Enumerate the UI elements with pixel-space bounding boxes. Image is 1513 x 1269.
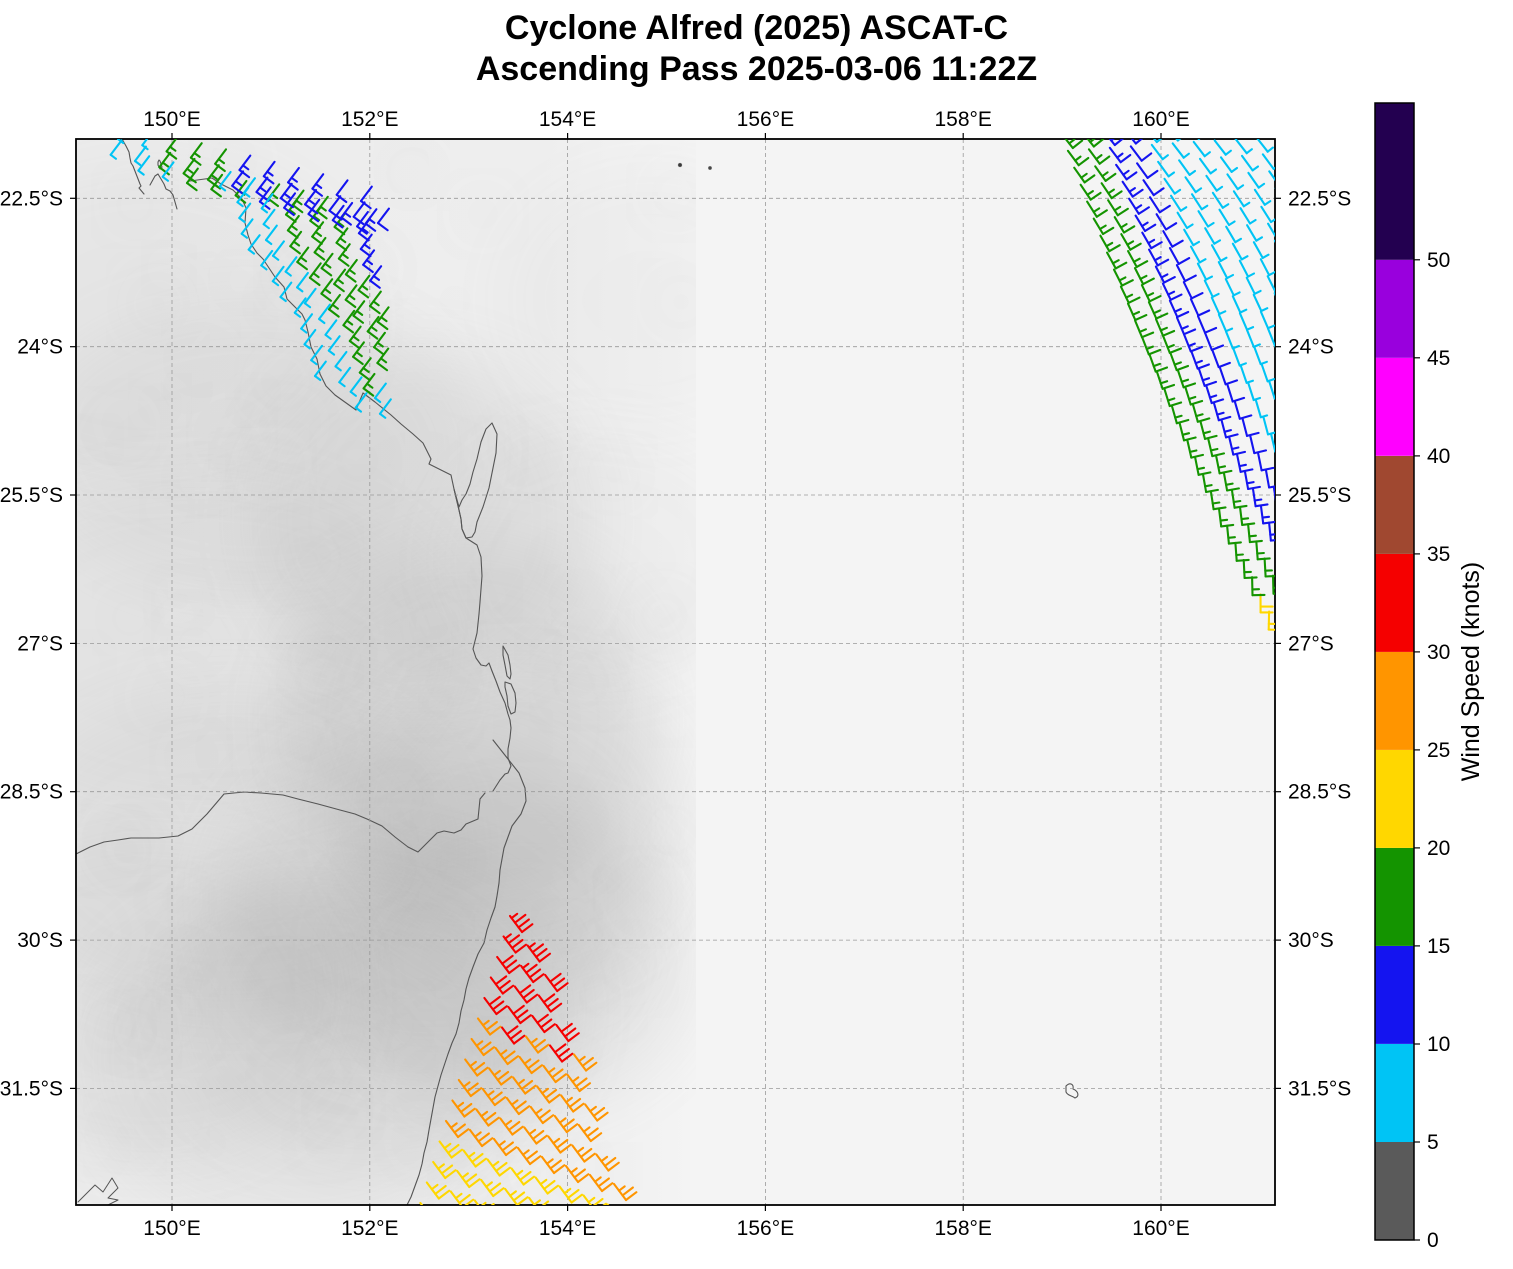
svg-text:28.5°S: 28.5°S [1288,781,1351,804]
svg-text:25.5°S: 25.5°S [0,484,63,507]
svg-text:30°S: 30°S [17,929,63,952]
svg-text:28.5°S: 28.5°S [0,781,63,804]
svg-text:40: 40 [1427,445,1450,468]
svg-text:154°E: 154°E [539,108,596,131]
svg-text:15: 15 [1427,935,1450,958]
svg-text:160°E: 160°E [1132,1217,1189,1240]
svg-text:Wind Speed (knots): Wind Speed (knots) [1457,562,1485,782]
svg-text:31.5°S: 31.5°S [1288,1077,1351,1100]
svg-text:152°E: 152°E [341,1217,398,1240]
svg-text:150°E: 150°E [143,108,200,131]
svg-text:22.5°S: 22.5°S [1288,187,1351,210]
svg-text:10: 10 [1427,1033,1450,1056]
svg-text:156°E: 156°E [737,108,794,131]
svg-text:24°S: 24°S [17,336,63,359]
svg-text:50: 50 [1427,249,1450,272]
svg-text:158°E: 158°E [934,1217,991,1240]
svg-text:20: 20 [1427,837,1450,860]
svg-text:24°S: 24°S [1288,336,1334,359]
svg-text:156°E: 156°E [737,1217,794,1240]
svg-text:30: 30 [1427,641,1450,664]
svg-text:154°E: 154°E [539,1217,596,1240]
svg-text:25: 25 [1427,739,1450,762]
svg-text:160°E: 160°E [1132,108,1189,131]
svg-text:5: 5 [1427,1131,1439,1154]
svg-text:31.5°S: 31.5°S [0,1077,63,1100]
svg-text:45: 45 [1427,347,1450,370]
svg-text:35: 35 [1427,543,1450,566]
svg-text:27°S: 27°S [17,632,63,655]
svg-text:30°S: 30°S [1288,929,1334,952]
svg-text:22.5°S: 22.5°S [0,187,63,210]
svg-text:152°E: 152°E [341,108,398,131]
svg-text:150°E: 150°E [143,1217,200,1240]
svg-text:158°E: 158°E [934,108,991,131]
svg-text:0: 0 [1427,1229,1439,1252]
svg-text:27°S: 27°S [1288,632,1334,655]
svg-text:25.5°S: 25.5°S [1288,484,1351,507]
